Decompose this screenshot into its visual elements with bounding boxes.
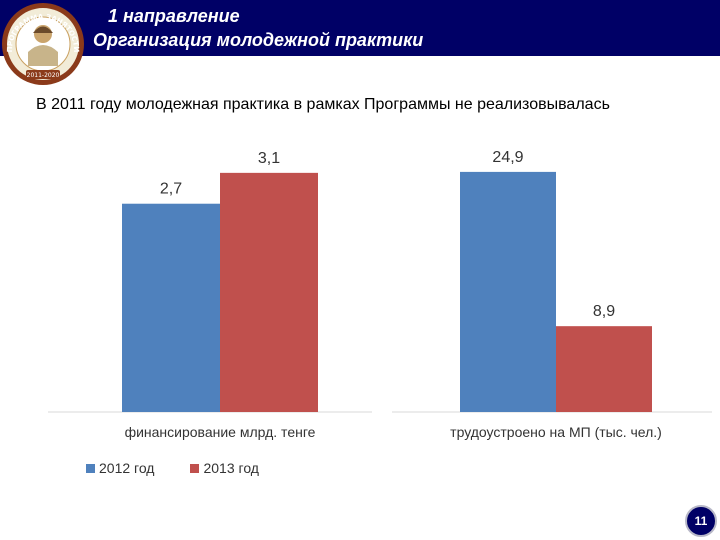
chart-2-category-label: трудоустроено на МП (тыс. чел.) [450,424,662,440]
legend-swatch-2012 [86,463,95,473]
page-number-badge: 11 [685,505,717,537]
legend-item-2013: 2013 год [190,460,259,476]
data-label-chart2-2012: 24,9 [492,149,523,166]
bar-chart2-2013 [556,326,652,412]
legend-label-2013: 2013 год [203,460,259,476]
page-title-line-2: Организация молодежной практики [93,30,424,50]
legend-swatch-2013 [190,463,200,473]
data-label-chart1-2013: 3,1 [258,150,280,167]
subtitle: В 2011 году молодежная практика в рамках… [36,96,610,113]
legend-label-2012: 2012 год [99,460,155,476]
page-title-line-1: 1 направление [108,6,240,26]
bar-chart1-2013 [220,172,318,412]
bar-chart1-2012 [122,203,220,412]
data-label-chart2-2013: 8,9 [593,303,615,320]
header-band [0,0,720,56]
bar-charts: 2,7 3,1 24,9 8,9 финансирование млрд. тенге… [48,149,712,440]
data-label-chart1-2012: 2,7 [160,181,182,198]
chart-1-category-label: финансирование млрд. тенге [125,424,316,440]
program-emblem-icon: 2011-2020 ПРОГРАММА ЗАНЯТОСТИ [2,3,84,85]
logo-years: 2011-2020 [27,72,60,79]
legend: 2012 год 2013 год [86,460,259,476]
legend-item-2012: 2012 год [86,460,154,476]
bar-chart2-2012 [460,171,556,412]
